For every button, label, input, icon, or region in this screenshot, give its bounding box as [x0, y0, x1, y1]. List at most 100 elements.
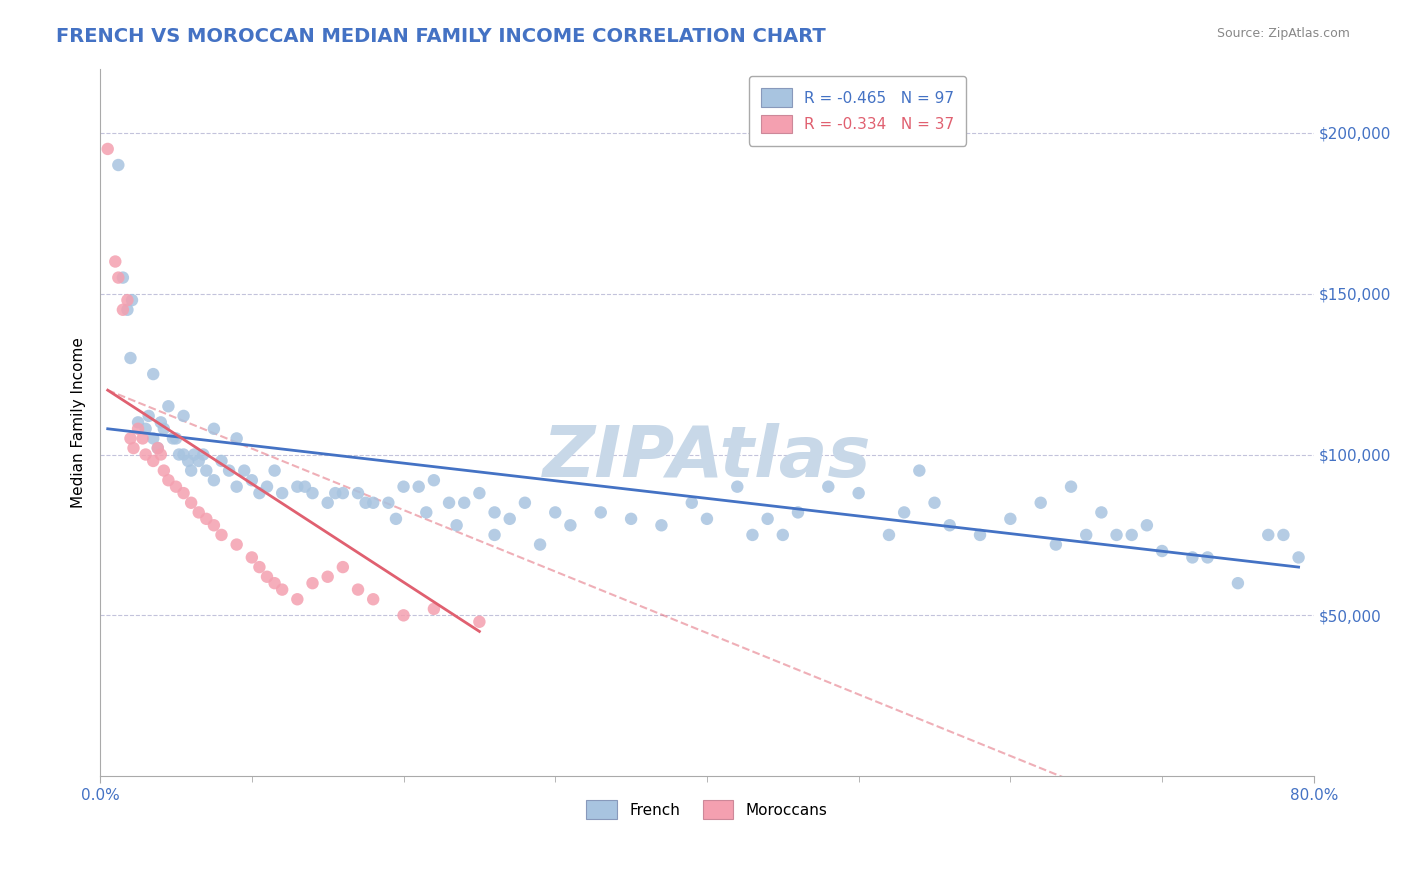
Point — [361, 592, 384, 607]
Point — [924, 496, 946, 510]
Point — [149, 448, 172, 462]
Point — [741, 528, 763, 542]
Point — [127, 422, 149, 436]
Point — [316, 570, 339, 584]
Point — [157, 473, 180, 487]
Point — [153, 422, 176, 436]
Point — [249, 560, 271, 574]
Point — [332, 560, 354, 574]
Point — [361, 496, 384, 510]
Point — [173, 486, 195, 500]
Point — [1121, 528, 1143, 542]
Point — [271, 582, 294, 597]
Point — [256, 570, 278, 584]
Point — [271, 486, 294, 500]
Point — [848, 486, 870, 500]
Point — [117, 302, 139, 317]
Point — [142, 367, 165, 381]
Point — [392, 608, 415, 623]
Point — [173, 409, 195, 423]
Point — [423, 473, 446, 487]
Point — [225, 480, 247, 494]
Point — [177, 454, 200, 468]
Point — [294, 480, 316, 494]
Point — [1045, 538, 1067, 552]
Point — [240, 550, 263, 565]
Point — [111, 302, 134, 317]
Point — [446, 518, 468, 533]
Point — [240, 473, 263, 487]
Point — [195, 512, 218, 526]
Point — [1076, 528, 1098, 542]
Point — [725, 480, 748, 494]
Point — [165, 480, 187, 494]
Point — [681, 496, 703, 510]
Point — [696, 512, 718, 526]
Point — [104, 254, 127, 268]
Point — [225, 432, 247, 446]
Point — [544, 505, 567, 519]
Point — [157, 399, 180, 413]
Point — [560, 518, 582, 533]
Point — [499, 512, 522, 526]
Point — [969, 528, 991, 542]
Point — [97, 142, 120, 156]
Point — [1060, 480, 1083, 494]
Point — [1152, 544, 1174, 558]
Point — [263, 576, 285, 591]
Point — [263, 464, 285, 478]
Point — [142, 454, 165, 468]
Point — [377, 496, 399, 510]
Point — [225, 538, 247, 552]
Point — [120, 351, 142, 365]
Point — [1000, 512, 1022, 526]
Point — [149, 415, 172, 429]
Point — [301, 576, 323, 591]
Point — [211, 454, 233, 468]
Point — [484, 528, 506, 542]
Point — [165, 432, 187, 446]
Point — [117, 293, 139, 307]
Point — [146, 441, 169, 455]
Point — [385, 512, 408, 526]
Point — [202, 422, 225, 436]
Point — [249, 486, 271, 500]
Point — [650, 518, 672, 533]
Text: ZIPAtlas: ZIPAtlas — [543, 423, 872, 492]
Point — [183, 448, 205, 462]
Point — [1105, 528, 1128, 542]
Point — [1288, 550, 1310, 565]
Point — [120, 432, 142, 446]
Legend: French, Moroccans: French, Moroccans — [581, 794, 834, 825]
Point — [1181, 550, 1204, 565]
Point — [772, 528, 794, 542]
Point — [153, 464, 176, 478]
Point — [589, 505, 612, 519]
Point — [392, 480, 415, 494]
Point — [193, 448, 215, 462]
Point — [195, 464, 218, 478]
Point — [1272, 528, 1295, 542]
Point — [787, 505, 810, 519]
Text: Source: ZipAtlas.com: Source: ZipAtlas.com — [1216, 27, 1350, 40]
Point — [347, 486, 370, 500]
Point — [468, 615, 491, 629]
Point — [423, 602, 446, 616]
Point — [256, 480, 278, 494]
Point — [437, 496, 460, 510]
Point — [938, 518, 960, 533]
Point — [332, 486, 354, 500]
Point — [167, 448, 190, 462]
Point — [408, 480, 430, 494]
Point — [285, 592, 308, 607]
Point — [111, 270, 134, 285]
Point — [756, 512, 779, 526]
Point — [908, 464, 931, 478]
Point — [142, 432, 165, 446]
Point — [1090, 505, 1112, 519]
Point — [1197, 550, 1219, 565]
Point — [529, 538, 551, 552]
Point — [620, 512, 643, 526]
Point — [211, 528, 233, 542]
Point — [187, 505, 209, 519]
